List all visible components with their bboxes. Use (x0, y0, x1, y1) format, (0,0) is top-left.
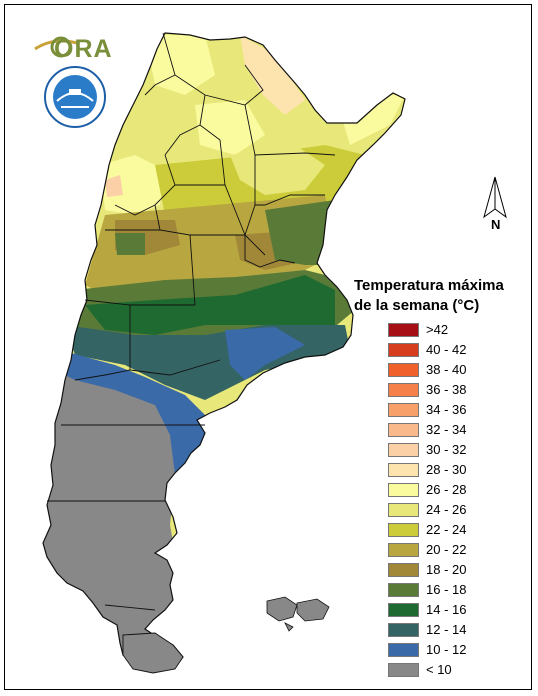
legend: >42 40 - 42 38 - 40 36 - 38 34 - 36 32 - 34 30… (388, 321, 528, 681)
legend-item: 14 - 16 (388, 601, 528, 621)
legend-label: 20 - 22 (426, 542, 467, 557)
legend-title-line-2: de la semana (°C) (354, 297, 480, 314)
smn-logo (44, 66, 106, 128)
legend-swatch (388, 523, 419, 537)
legend-item: 34 - 36 (388, 401, 528, 421)
legend-swatch (388, 623, 419, 637)
map-frame: ORA N Temperatura máxima de la semana (°… (4, 4, 532, 690)
legend-swatch (388, 603, 419, 617)
legend-label: 14 - 16 (426, 602, 467, 617)
legend-item: 10 - 12 (388, 641, 528, 661)
legend-label: 16 - 18 (426, 582, 467, 597)
map-canvas (34, 32, 507, 674)
legend-item: 38 - 40 (388, 361, 528, 381)
legend-item: 12 - 14 (388, 621, 528, 641)
tierra-del-fuego (122, 632, 184, 674)
legend-swatch (388, 463, 419, 477)
legend-swatch (388, 483, 419, 497)
ora-logo (34, 36, 78, 58)
province-borders (42, 32, 406, 671)
legend-swatch (388, 343, 419, 357)
legend-swatch (388, 643, 419, 657)
legend-swatch (388, 443, 419, 457)
legend-item: >42 (388, 321, 528, 341)
legend-item: 24 - 26 (388, 501, 528, 521)
legend-label: 22 - 24 (426, 522, 467, 537)
legend-item: < 10 (388, 661, 528, 681)
legend-item: 30 - 32 (388, 441, 528, 461)
legend-swatch (388, 503, 419, 517)
legend-swatch (388, 423, 419, 437)
legend-label: 40 - 42 (426, 342, 467, 357)
legend-label: 32 - 34 (426, 422, 467, 437)
legend-item: 18 - 20 (388, 561, 528, 581)
legend-swatch (388, 383, 419, 397)
legend-swatch (388, 543, 419, 557)
legend-label: 28 - 30 (426, 462, 467, 477)
legend-swatch (388, 323, 419, 337)
legend-item: 28 - 30 (388, 461, 528, 481)
legend-item: 20 - 22 (388, 541, 528, 561)
legend-title: Temperatura máxima de la semana (°C) (354, 276, 504, 316)
legend-swatch (388, 563, 419, 577)
legend-item: 22 - 24 (388, 521, 528, 541)
legend-label: >42 (426, 322, 449, 337)
legend-swatch (388, 363, 419, 377)
legend-swatch (388, 583, 419, 597)
legend-swatch (388, 663, 419, 677)
legend-label: 24 - 26 (426, 502, 467, 517)
islas-malvinas (266, 596, 330, 632)
north-arrow-icon (483, 176, 507, 219)
legend-label: < 10 (426, 662, 452, 677)
legend-label: 34 - 36 (426, 402, 467, 417)
legend-item: 40 - 42 (388, 341, 528, 361)
legend-label: 30 - 32 (426, 442, 467, 457)
legend-item: 36 - 38 (388, 381, 528, 401)
legend-title-line-1: Temperatura máxima (354, 277, 504, 294)
north-label: N (491, 217, 501, 232)
legend-label: 26 - 28 (426, 482, 467, 497)
legend-label: 18 - 20 (426, 562, 467, 577)
legend-label: 12 - 14 (426, 622, 467, 637)
legend-item: 32 - 34 (388, 421, 528, 441)
legend-swatch (388, 403, 419, 417)
ora-logo-text: ORA (54, 35, 113, 63)
legend-label: 38 - 40 (426, 362, 467, 377)
legend-label: 36 - 38 (426, 382, 467, 397)
legend-item: 16 - 18 (388, 581, 528, 601)
legend-label: 10 - 12 (426, 642, 467, 657)
legend-item: 26 - 28 (388, 481, 528, 501)
